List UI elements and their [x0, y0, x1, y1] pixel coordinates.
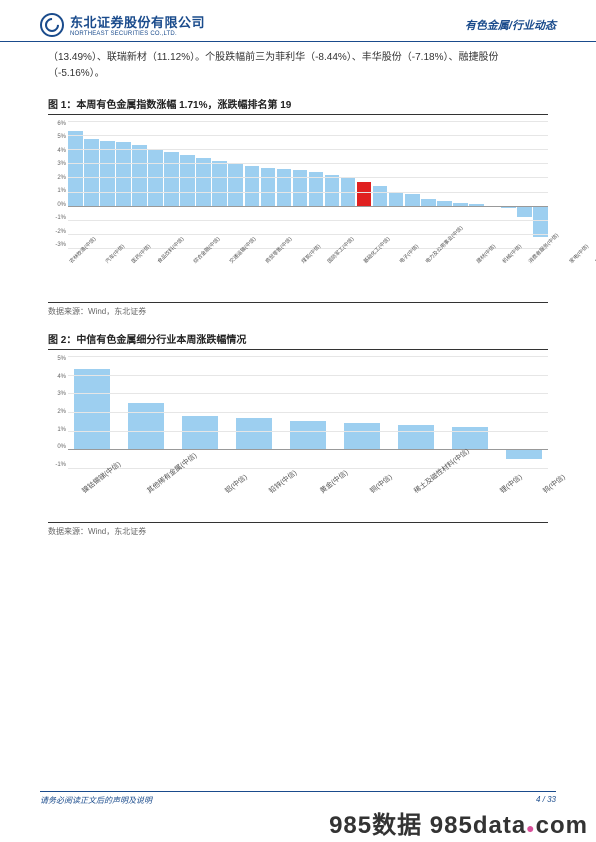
- bar: [357, 121, 372, 248]
- footer-disclaimer: 请务必阅读正文后的声明及说明: [40, 795, 152, 806]
- bar: [325, 121, 340, 248]
- company-logo-block: 东北证券股份有限公司 NORTHEAST SECURITIES CO.,LTD.: [40, 12, 205, 37]
- bar: [421, 121, 436, 248]
- chart1-container: 6%5%4%3%2%1%0%-1%-2%-3% 农林牧渔(中信)汽车(中信)医药…: [48, 115, 548, 266]
- company-name-cn: 东北证券股份有限公司: [70, 12, 205, 31]
- bar: [277, 121, 292, 248]
- bar: [84, 121, 99, 248]
- bar: [245, 121, 260, 248]
- bar: [373, 121, 388, 248]
- chart1-title: 图 1：本周有色金属指数涨幅 1.71%，涨跌幅排名第 19: [48, 96, 548, 115]
- bar: [389, 121, 404, 248]
- bar: [100, 121, 115, 248]
- bar: [148, 121, 163, 248]
- x-label: 铅锌(中信): [267, 468, 325, 529]
- chart1-source: 数据来源：Wind，东北证券: [48, 302, 548, 317]
- logo-text: 东北证券股份有限公司 NORTHEAST SECURITIES CO.,LTD.: [70, 12, 205, 37]
- bar: [309, 121, 324, 248]
- x-label: 黄金(中信): [318, 468, 376, 529]
- bar: [196, 121, 211, 248]
- chart1-x-labels: 农林牧渔(中信)汽车(中信)医药(中信)食品饮料(中信)综合金融(中信)交通运输…: [68, 250, 548, 296]
- x-label: 锂(中信): [498, 472, 550, 529]
- intro-paragraph: （13.49%）、联瑞新材（11.12%）。个股跌幅前三为菲利华（-8.44%）…: [0, 42, 596, 82]
- bar: [180, 121, 195, 248]
- x-label: 铝(中信): [223, 472, 275, 529]
- company-name-en: NORTHEAST SECURITIES CO.,LTD.: [70, 31, 205, 37]
- bar: [341, 121, 356, 248]
- bar: [501, 121, 516, 248]
- chart1-bars: [68, 121, 548, 248]
- bar: [132, 121, 147, 248]
- chart1-y-axis: 6%5%4%3%2%1%0%-1%-2%-3%: [48, 121, 66, 248]
- x-label: 铜(中信): [368, 472, 420, 529]
- chart2-container: 5%4%3%2%1%0%-1% 镍钴锡锑(中信)其他稀有金属(中信)铝(中信)铅…: [48, 350, 548, 486]
- bar: [293, 121, 308, 248]
- bar: [485, 121, 500, 248]
- watermark: 985数据 985data●com: [329, 805, 588, 840]
- chart2-y-axis: 5%4%3%2%1%0%-1%: [48, 356, 66, 468]
- bar: [405, 121, 420, 248]
- bar: [517, 121, 532, 248]
- page-footer: 请务必阅读正文后的声明及说明 4 / 33: [40, 791, 556, 806]
- x-label: 钨(中信): [541, 472, 593, 529]
- bar: [228, 121, 243, 248]
- chart2-plot-area: [68, 356, 548, 468]
- bar: [261, 121, 276, 248]
- bar: [437, 121, 452, 248]
- bar: [533, 121, 548, 248]
- header-breadcrumb: 有色金属/行业动态: [465, 17, 556, 33]
- bar: [68, 121, 83, 248]
- x-label: 镍钴锡锑(中信): [80, 459, 149, 529]
- chart2-x-labels: 镍钴锡锑(中信)其他稀有金属(中信)铝(中信)铅锌(中信)黄金(中信)铜(中信)…: [68, 470, 548, 522]
- logo-icon: [40, 13, 64, 37]
- page-header: 东北证券股份有限公司 NORTHEAST SECURITIES CO.,LTD.…: [0, 0, 596, 42]
- bar: [469, 121, 484, 248]
- chart2-title: 图 2：中信有色金属细分行业本周涨跌幅情况: [48, 331, 548, 350]
- bar: [212, 121, 227, 248]
- chart1-plot-area: [68, 121, 548, 248]
- bar: [116, 121, 131, 248]
- bar: [164, 121, 179, 248]
